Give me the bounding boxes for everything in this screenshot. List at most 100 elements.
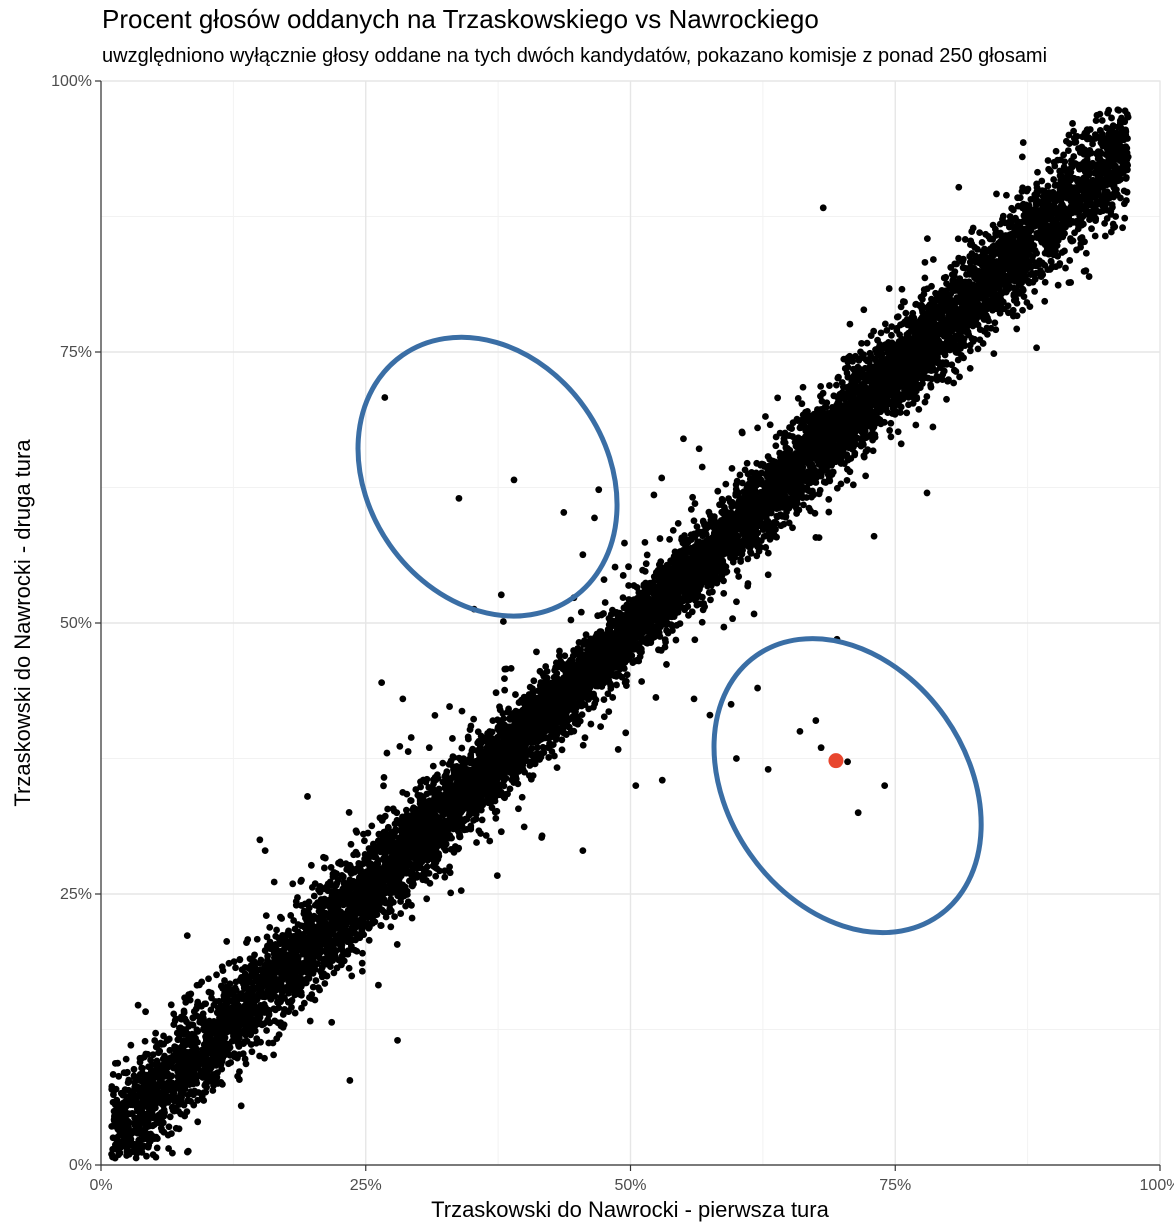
data-point bbox=[815, 534, 823, 542]
data-point bbox=[227, 1059, 235, 1066]
data-point bbox=[520, 823, 528, 831]
data-point bbox=[707, 596, 714, 604]
data-points bbox=[108, 106, 1132, 1162]
data-point bbox=[446, 863, 453, 871]
data-point bbox=[858, 381, 866, 388]
data-point bbox=[1034, 168, 1041, 176]
data-point bbox=[380, 774, 388, 781]
data-point bbox=[183, 932, 191, 940]
data-point bbox=[966, 347, 974, 355]
data-point bbox=[432, 872, 440, 880]
data-point bbox=[499, 710, 507, 717]
data-point bbox=[933, 376, 941, 384]
data-point bbox=[614, 746, 622, 753]
data-point bbox=[1098, 117, 1106, 124]
data-point bbox=[638, 678, 646, 685]
data-point bbox=[408, 914, 416, 922]
data-point bbox=[736, 471, 744, 479]
data-point bbox=[359, 949, 366, 957]
data-point bbox=[270, 1051, 278, 1059]
data-point bbox=[739, 479, 746, 487]
data-point bbox=[772, 442, 780, 450]
data-point bbox=[669, 627, 676, 634]
data-point bbox=[1047, 258, 1055, 266]
data-point bbox=[1033, 344, 1040, 352]
data-point bbox=[915, 405, 923, 413]
data-point bbox=[929, 256, 937, 263]
data-point bbox=[826, 382, 833, 389]
data-point bbox=[1069, 120, 1076, 127]
data-point bbox=[948, 361, 956, 369]
data-point bbox=[897, 403, 905, 411]
data-point bbox=[327, 864, 335, 871]
data-point bbox=[976, 229, 984, 237]
data-point bbox=[1044, 157, 1052, 164]
data-point bbox=[1023, 299, 1031, 306]
data-point bbox=[361, 837, 368, 845]
data-point bbox=[764, 571, 772, 579]
data-point bbox=[1019, 139, 1027, 146]
data-point bbox=[607, 685, 615, 692]
data-point bbox=[518, 793, 526, 801]
data-point bbox=[266, 923, 274, 931]
data-point bbox=[340, 957, 348, 965]
data-point bbox=[493, 872, 501, 879]
data-point bbox=[248, 1048, 256, 1056]
data-point bbox=[1071, 229, 1078, 237]
data-point bbox=[397, 910, 405, 917]
data-point bbox=[666, 535, 673, 543]
data-point bbox=[663, 627, 670, 634]
data-point bbox=[1048, 264, 1056, 271]
data-point bbox=[130, 1065, 138, 1073]
data-point bbox=[735, 573, 743, 580]
data-point bbox=[1088, 225, 1095, 233]
data-point bbox=[558, 736, 566, 744]
data-point bbox=[152, 1029, 160, 1037]
data-point bbox=[478, 816, 486, 824]
data-point bbox=[1062, 137, 1070, 145]
data-point bbox=[492, 689, 500, 697]
data-point bbox=[512, 691, 519, 698]
data-point bbox=[221, 977, 228, 984]
data-point bbox=[180, 1007, 188, 1015]
data-point bbox=[869, 425, 876, 433]
data-point bbox=[377, 922, 385, 929]
data-point bbox=[115, 1072, 123, 1080]
data-point bbox=[134, 1001, 142, 1009]
data-point bbox=[733, 598, 740, 606]
data-point bbox=[691, 500, 699, 507]
data-point bbox=[138, 1064, 146, 1072]
data-point bbox=[263, 1027, 270, 1034]
data-point bbox=[656, 535, 664, 542]
data-point bbox=[407, 797, 415, 805]
data-point bbox=[687, 505, 695, 513]
data-point bbox=[923, 393, 931, 400]
data-point bbox=[877, 329, 885, 337]
data-point bbox=[337, 945, 345, 953]
data-point bbox=[750, 610, 758, 618]
data-point bbox=[798, 400, 806, 408]
data-point bbox=[929, 423, 937, 431]
data-point bbox=[1119, 224, 1126, 232]
data-point bbox=[553, 764, 561, 772]
data-point bbox=[449, 735, 456, 742]
data-point bbox=[849, 357, 857, 365]
data-point bbox=[457, 887, 465, 895]
data-point bbox=[308, 991, 316, 998]
data-point bbox=[403, 806, 410, 814]
data-point bbox=[762, 413, 769, 420]
data-point bbox=[358, 928, 366, 936]
data-point bbox=[123, 1068, 131, 1076]
data-point bbox=[921, 258, 929, 266]
data-point bbox=[1108, 114, 1115, 122]
data-point bbox=[186, 996, 194, 1004]
data-point bbox=[619, 572, 627, 579]
data-point bbox=[1104, 109, 1111, 117]
data-point bbox=[869, 447, 877, 455]
data-point bbox=[600, 713, 608, 721]
data-point bbox=[720, 623, 728, 631]
data-point bbox=[846, 320, 854, 328]
data-point bbox=[954, 356, 962, 364]
